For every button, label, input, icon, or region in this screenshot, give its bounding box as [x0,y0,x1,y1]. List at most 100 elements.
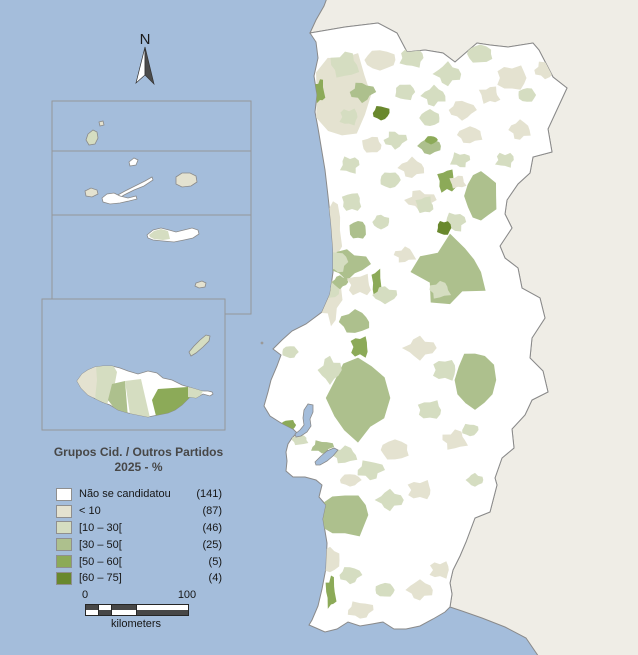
legend-swatch [56,504,72,518]
municipality-patch [339,108,358,126]
municipality-patch [518,88,537,102]
legend-item: [30 – 50[ (25) [56,536,222,553]
legend-item: [60 – 75] (4) [56,570,222,587]
legend-swatch [56,555,72,569]
municipality-patch [497,65,527,90]
municipality-patch [410,233,486,305]
legend-title-line2: 2025 - % [114,460,163,474]
municipality-patch [456,126,483,144]
scale-bar-end-label: 100 [177,589,197,601]
municipality-patch [420,84,446,107]
municipality-patch [325,575,337,609]
north-arrow-label: N [140,31,151,48]
municipality-patch [341,193,362,211]
municipality-patch [417,400,442,419]
legend: Não se candidatou (141) < 10 (87) [10 – … [56,486,222,587]
municipality-patch [317,355,342,385]
municipality-patch [448,100,477,121]
legend-item-count: (4) [208,572,222,585]
legend-item-count: (5) [208,555,222,568]
municipality-patch [372,286,398,305]
municipality-patch [346,273,371,296]
scale-bar-unit-label: kilometers [110,618,162,630]
municipality-patch [405,579,433,601]
legend-item: < 10 (87) [56,503,222,520]
legend-swatch [56,521,72,535]
municipality-patch [350,336,368,358]
municipality-patch [364,50,396,71]
municipality-patch [429,280,452,299]
municipality-patch [380,172,401,189]
municipality-patch [424,136,438,145]
municipality-patch [380,439,409,460]
municipality-patch [372,106,390,121]
municipality-patch [464,171,497,221]
sado-estuary [314,447,339,466]
municipality-patch [357,460,385,481]
legend-item-label: [50 – 60[ [79,555,122,568]
legend-title-line1: Grupos Cid. / Outros Partidos [53,445,224,459]
municipality-patch [362,136,382,153]
municipality-patch [108,381,128,417]
legend-item: Não se candidatou (141) [56,486,222,503]
legend-item-label: [10 – 30[ [79,521,122,534]
north-arrow: N [135,31,155,86]
municipality-patch [338,309,370,333]
scale-bar-top-row [86,605,188,610]
municipality-patch [339,474,362,487]
inset-frame-azores-west [51,100,252,152]
municipality-patch [282,346,299,359]
legend-item-count: (46) [202,521,222,534]
municipality-patch [339,567,363,585]
municipality-patch [349,82,377,104]
inset-frame-azores-central [51,150,252,216]
municipality-patch [339,156,360,174]
municipality-patch [462,423,479,437]
legend-title: Grupos Cid. / Outros Partidos 2025 - % [36,445,241,475]
municipality-patch [321,495,369,537]
municipality-patch [399,49,424,68]
municipality-patch [449,175,467,189]
municipality-patch [415,196,434,214]
municipality-patch [311,440,335,454]
island-porto-santo [188,334,211,357]
municipality-patch [450,152,471,168]
legend-item: [50 – 60[ (5) [56,553,222,570]
legend-swatch [56,538,72,552]
municipality-patch [397,156,425,178]
legend-item-label: [30 – 50[ [79,538,122,551]
portugal-land [263,22,568,633]
legend-item-label: < 10 [79,505,101,518]
island-terceira [175,172,198,188]
island-graciosa [128,157,139,167]
municipality-patch [95,366,117,404]
legend-item-count: (87) [202,505,222,518]
municipality-patch [374,488,404,512]
tagus-estuary [294,403,314,438]
municipality-patch [314,79,326,104]
municipality-patch [442,429,468,450]
island-santa-maria [194,280,207,289]
municipality-patch [395,84,416,101]
scale-bar-start-label: 0 [81,589,89,601]
municipality-patch [383,131,408,150]
scale-bar-bottom-row [86,610,188,615]
municipality-patch [347,601,374,619]
berlengas-islet [260,341,264,345]
municipality-patch [429,561,449,579]
municipality-patch [407,480,431,500]
municipality-patch [349,221,366,239]
municipality-patch [478,86,501,104]
scale-bar [85,604,189,616]
municipality-patch [433,360,456,381]
island-pico [101,192,138,205]
municipality-patch [372,214,390,230]
north-arrow-right-half [144,46,155,86]
legend-item-label: [60 – 75] [79,572,122,585]
municipality-patch [467,44,493,63]
municipality-patch [331,275,349,290]
municipality-patch [125,379,150,417]
legend-item-label: Não se candidatou [79,488,171,501]
